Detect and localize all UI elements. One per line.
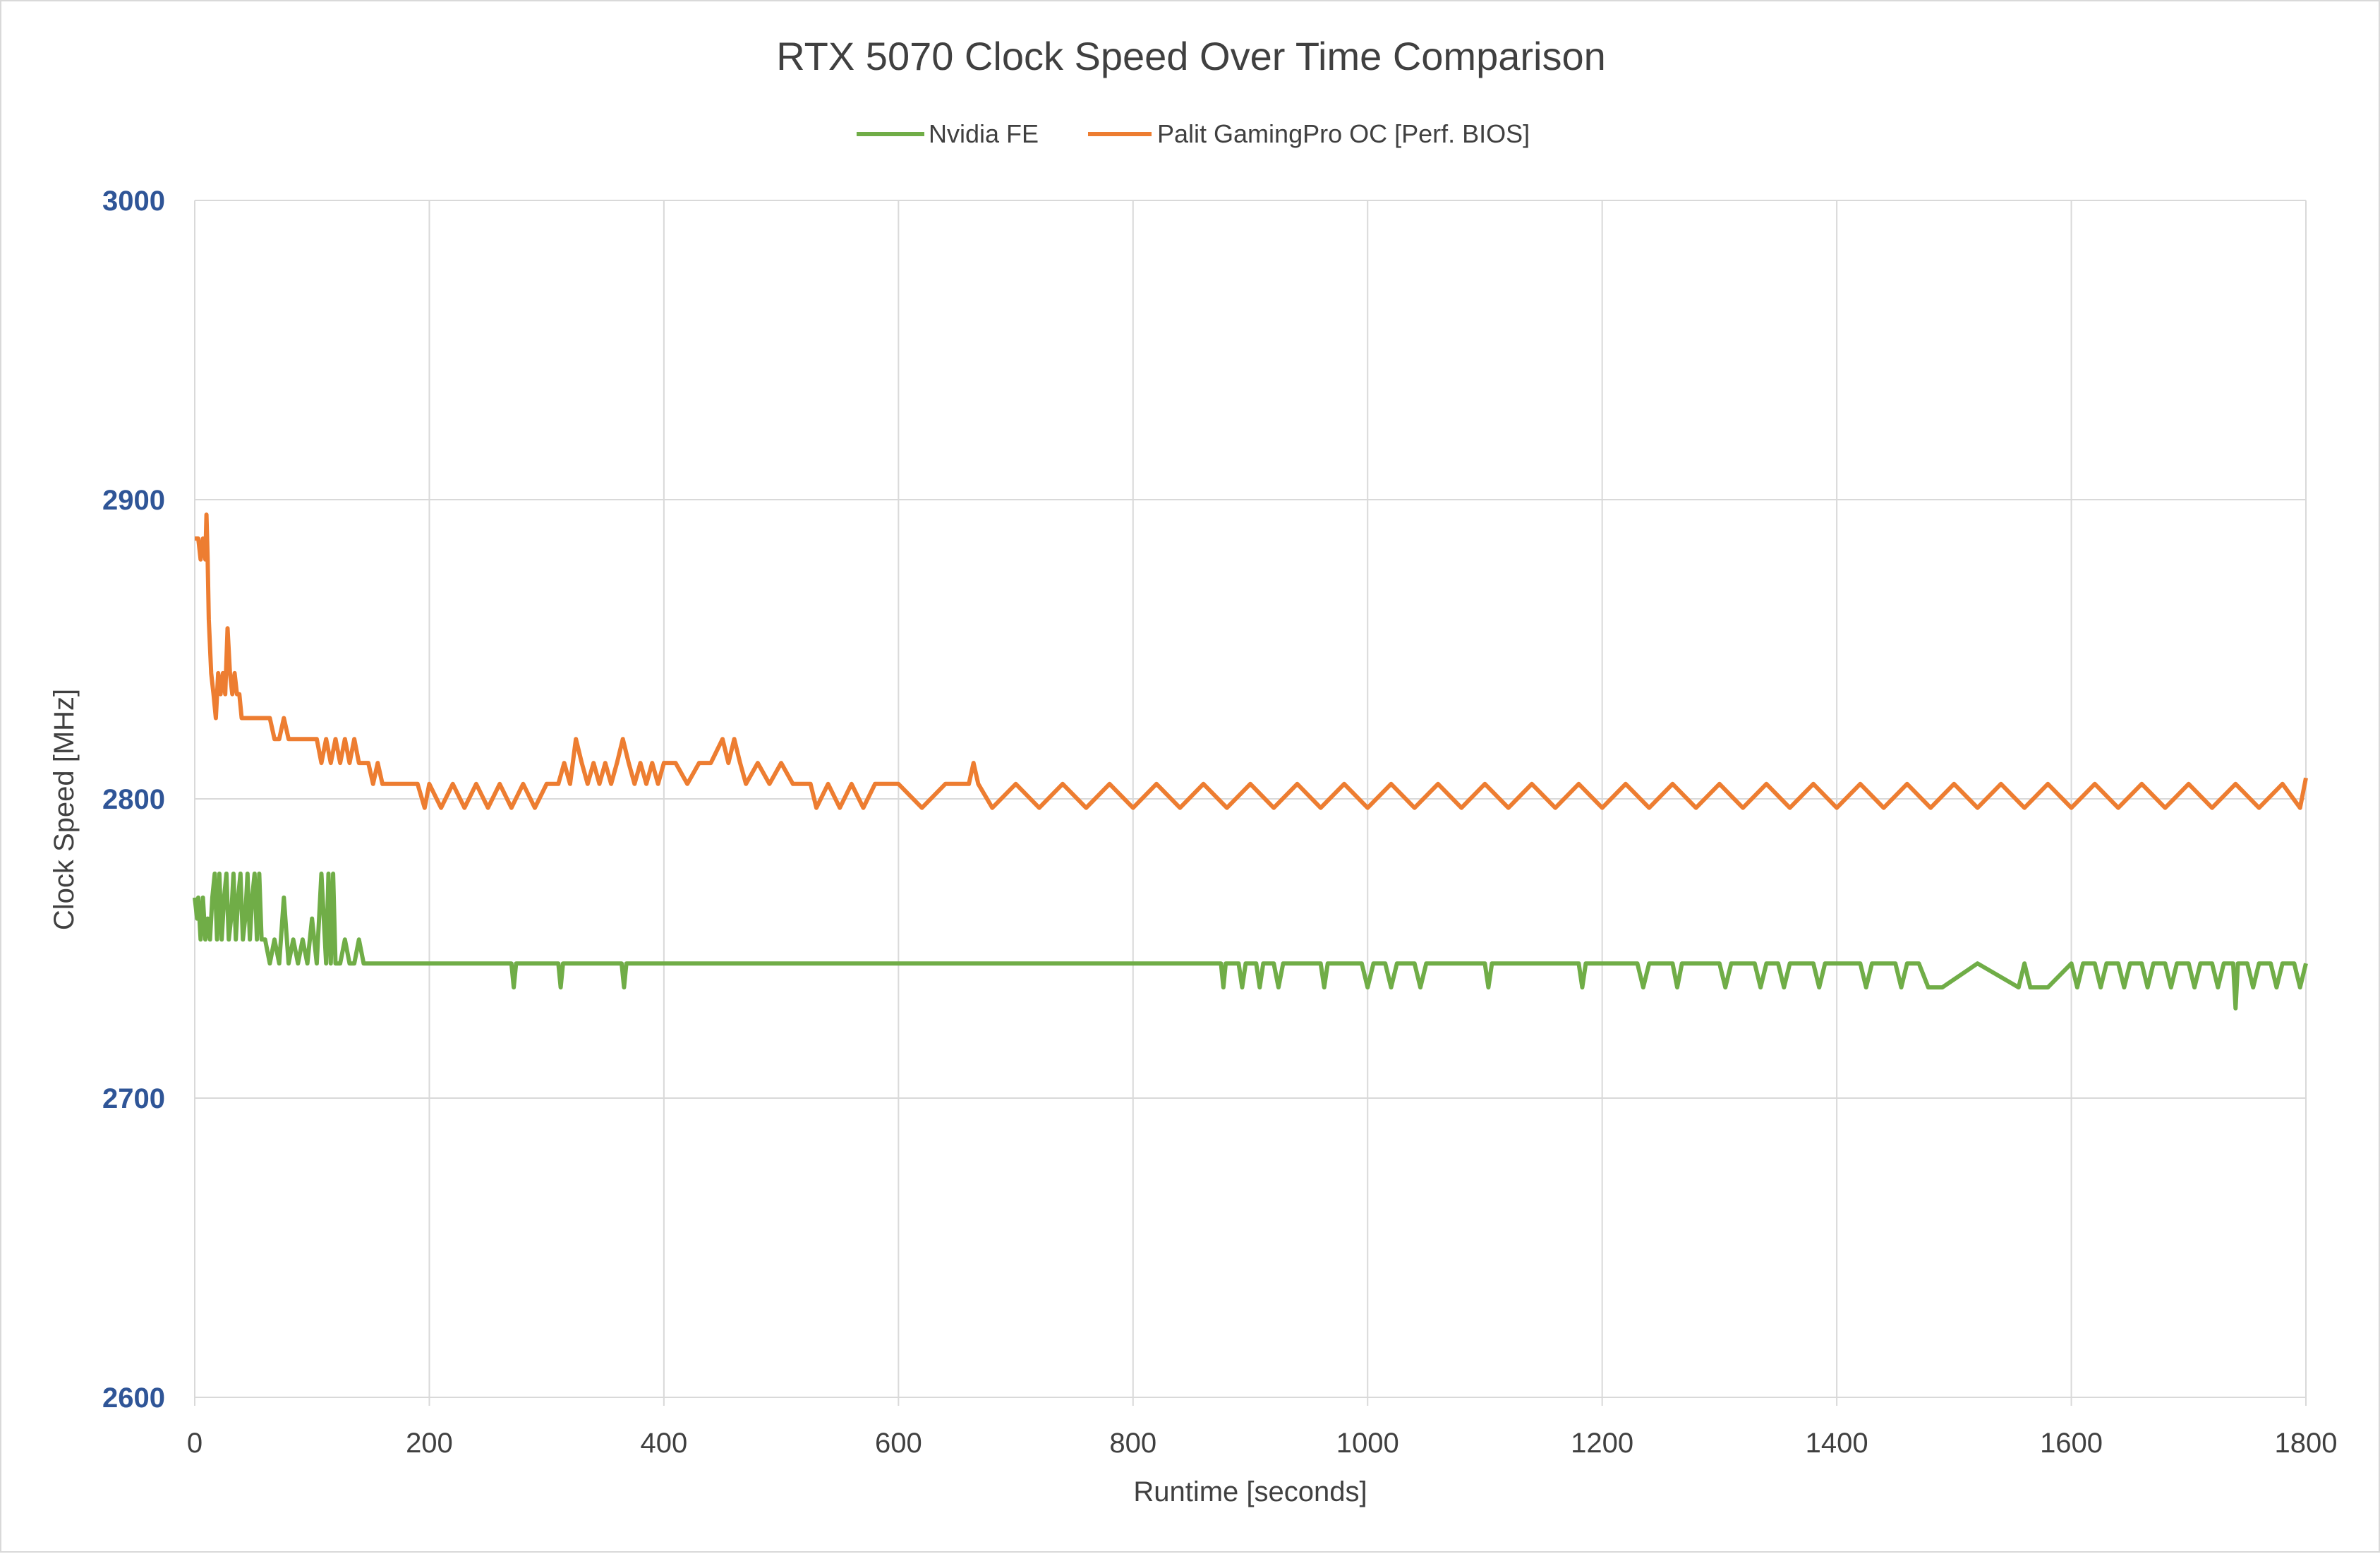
- legend-label-palit: Palit GamingPro OC [Perf. BIOS]: [1157, 119, 1530, 148]
- x-tick-label: 1400: [1806, 1428, 1868, 1459]
- x-tick-label: 200: [406, 1428, 453, 1459]
- x-tick-label: 400: [641, 1428, 688, 1459]
- y-tick-label: 2600: [102, 1383, 165, 1414]
- series-line-nvidia-fe: [193, 872, 2308, 1011]
- x-tick-label: 600: [875, 1428, 922, 1459]
- y-tick-label: 3000: [102, 186, 165, 217]
- x-tick-label: 0: [187, 1428, 203, 1459]
- x-axis-label: Runtime [seconds]: [1133, 1476, 1367, 1507]
- y-tick-label: 2900: [102, 485, 165, 516]
- y-tick-label: 2700: [102, 1083, 165, 1114]
- series-lines: [193, 512, 2308, 1011]
- x-tick-label: 1600: [2040, 1428, 2103, 1459]
- legend-label-nvidia-fe: Nvidia FE: [929, 119, 1039, 148]
- legend: Nvidia FE Palit GamingPro OC [Perf. BIOS…: [857, 119, 1530, 148]
- x-tick-labels: 0 200 400 600 800 1000 1200 1400 1600 1800: [187, 1428, 2338, 1459]
- series-line-palit-gamingpro-oc: [195, 512, 2308, 810]
- y-tick-label: 2800: [102, 784, 165, 815]
- x-tick-label: 1800: [2275, 1428, 2338, 1459]
- x-tick-label: 1200: [1571, 1428, 1633, 1459]
- gridlines: [194, 200, 2307, 1406]
- x-tick-label: 800: [1109, 1428, 1156, 1459]
- y-tick-labels: 2600 2700 2800 2900 3000: [102, 186, 165, 1414]
- y-axis-label: Clock Speed [MHz]: [49, 689, 80, 930]
- chart-title: RTX 5070 Clock Speed Over Time Compariso…: [776, 34, 1605, 78]
- x-tick-label: 1000: [1336, 1428, 1399, 1459]
